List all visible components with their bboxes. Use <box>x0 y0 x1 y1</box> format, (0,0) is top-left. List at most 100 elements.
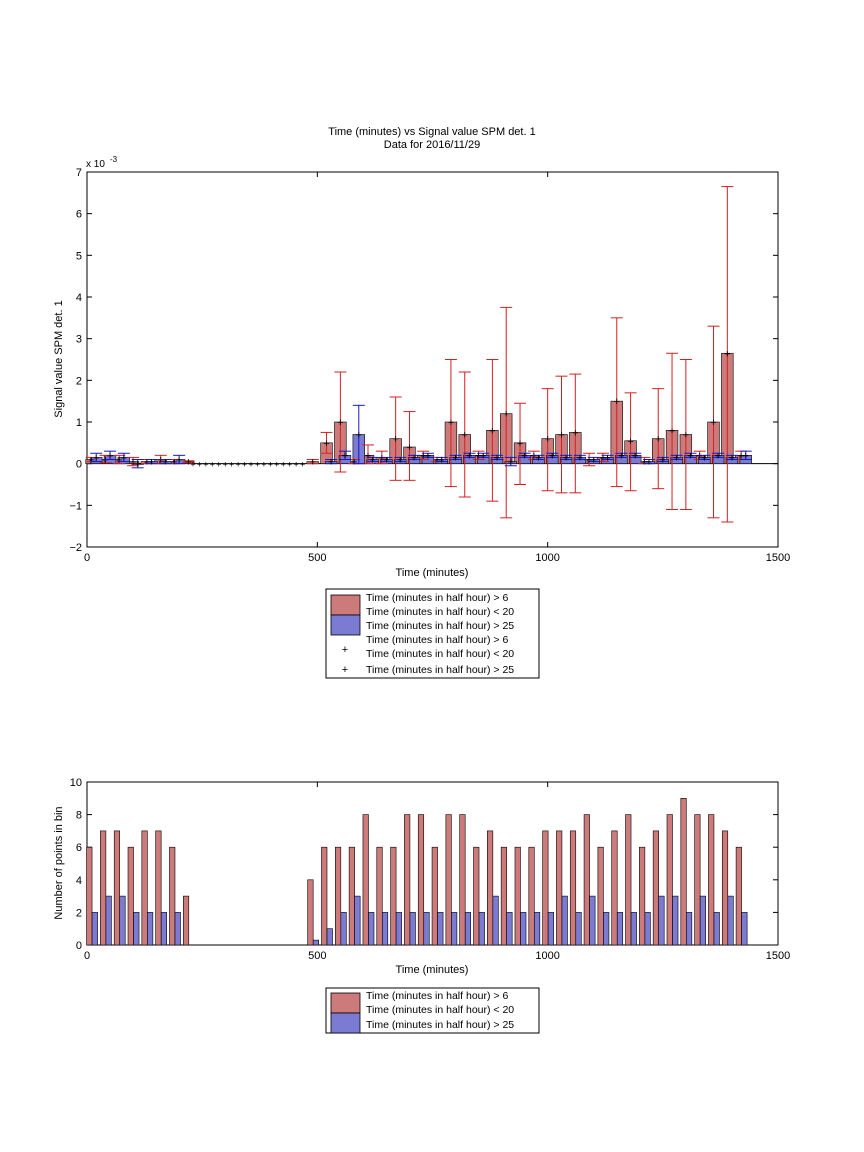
count-bar-red <box>335 846 342 946</box>
count-bar-blue <box>437 912 444 946</box>
chart-title-line1: Time (minutes) vs Signal value SPM det. … <box>328 126 535 138</box>
data-marker-blue: + <box>563 452 569 464</box>
count-bar-blue <box>616 912 624 946</box>
x-tick-label: 1500 <box>766 552 790 564</box>
y-tick-label: 0 <box>76 459 82 471</box>
data-marker-blue: + <box>162 457 168 469</box>
count-bar-red <box>597 846 604 946</box>
count-bar-blue <box>713 912 720 946</box>
data-marker-red: + <box>365 450 371 462</box>
data-marker-blue: + <box>508 457 514 469</box>
x-tick-label: 500 <box>308 950 326 962</box>
data-marker-red: + <box>448 417 454 429</box>
count-bar-blue <box>561 895 568 946</box>
y-exponent-label: x 10 <box>86 159 105 170</box>
data-marker-blue: + <box>342 450 348 462</box>
count-bar-red <box>487 830 494 946</box>
count-bar-blue <box>354 895 361 946</box>
count-bar-red <box>569 830 577 946</box>
bottom-y-axis-label: Number of points in bin <box>53 806 65 919</box>
data-marker-blue: + <box>452 452 458 464</box>
y-tick-label: 1 <box>76 417 82 429</box>
data-marker-blue: + <box>687 450 693 462</box>
data-marker-red: + <box>544 434 550 446</box>
legend-swatch-blue <box>330 614 361 636</box>
legend-entry-6: Time (minutes in half hour) > 25 <box>366 664 514 676</box>
data-marker-blue: + <box>93 452 99 464</box>
data-marker-red: + <box>489 425 495 437</box>
y-tick-label: 0 <box>76 940 82 952</box>
y-exponent-power: -3 <box>110 155 118 164</box>
zero-point-marker: + <box>287 460 292 470</box>
data-marker-blue: + <box>646 457 652 469</box>
data-marker-red: + <box>102 455 108 467</box>
x-tick-label: 1000 <box>535 552 559 564</box>
data-marker-red: + <box>337 417 343 429</box>
count-bar-blue <box>423 912 430 946</box>
count-bar-red <box>639 846 646 946</box>
zero-point-marker: + <box>248 460 253 470</box>
data-marker-blue: + <box>591 455 597 467</box>
y-tick-label: 5 <box>76 250 82 262</box>
data-marker-blue: + <box>134 459 140 471</box>
count-bar-blue <box>91 912 98 946</box>
count-bar-blue <box>395 912 402 946</box>
data-marker-red: + <box>379 452 385 464</box>
zero-point-marker: + <box>242 460 247 470</box>
data-marker-red: + <box>710 417 716 429</box>
legend-entry-3: Time (minutes in half hour) > 25 <box>366 620 514 632</box>
data-marker-red: + <box>406 442 412 454</box>
data-marker-red: + <box>503 409 509 421</box>
zero-point-marker: + <box>197 460 202 470</box>
zero-point-marker: + <box>235 460 240 470</box>
legend-entry-2: Time (minutes in half hour) < 20 <box>366 606 514 618</box>
data-marker-blue: + <box>715 450 721 462</box>
count-bar-blue <box>105 895 112 946</box>
x-tick-label: 0 <box>84 950 90 962</box>
count-bar-blue <box>160 912 167 946</box>
bottom-marks <box>86 797 748 946</box>
bottom-legend-entry-2: Time (minutes in half hour) < 20 <box>366 1004 514 1016</box>
data-marker-red: + <box>185 457 191 469</box>
count-bar-blue <box>575 912 582 946</box>
count-bar-blue <box>326 928 333 946</box>
zero-point-marker: + <box>223 460 228 470</box>
count-bar-red <box>390 846 397 946</box>
data-marker-blue: + <box>148 457 154 469</box>
data-marker-red: + <box>600 452 606 464</box>
data-marker-red: + <box>572 427 578 439</box>
count-bar-red <box>362 814 369 946</box>
count-bar-blue <box>147 912 154 946</box>
bottom-legend: Time (minutes in half hour) > 6 Time (mi… <box>325 987 540 1034</box>
count-bar-red <box>100 830 107 946</box>
data-marker-red: + <box>641 457 647 469</box>
data-marker-blue: + <box>632 450 638 462</box>
count-bar-red <box>127 846 134 946</box>
top-legend: + + Time (minutes in half hour) > 6 Time… <box>325 588 540 679</box>
data-marker-red: + <box>130 457 136 469</box>
data-marker-red: + <box>558 430 564 442</box>
y-tick-label: 4 <box>76 292 82 304</box>
data-marker-red: + <box>517 438 523 450</box>
legend-swatch-red <box>330 594 361 616</box>
count-bar-blue <box>506 912 513 946</box>
data-marker-red: + <box>531 450 537 462</box>
count-bar-red <box>542 830 549 946</box>
y-tick-label: 4 <box>76 875 82 887</box>
legend-entry-5: Time (minutes in half hour) < 20 <box>366 648 514 660</box>
bottom-legend-swatch-red <box>330 992 361 1014</box>
bottom-x-axis-label: Time (minutes) <box>396 964 469 976</box>
count-bar-blue <box>451 912 458 946</box>
count-bar-red <box>680 797 687 946</box>
y-tick-label: 6 <box>76 209 82 221</box>
y-tick-label: 6 <box>76 842 82 854</box>
count-bar-red <box>556 830 563 946</box>
count-bar-red <box>417 814 425 946</box>
zero-point-marker: + <box>190 460 195 470</box>
data-marker-red: + <box>323 438 329 450</box>
data-marker-blue: + <box>521 450 527 462</box>
data-marker-blue: + <box>660 455 666 467</box>
count-bar-blue <box>340 912 347 946</box>
y-tick-label: 2 <box>76 375 82 387</box>
